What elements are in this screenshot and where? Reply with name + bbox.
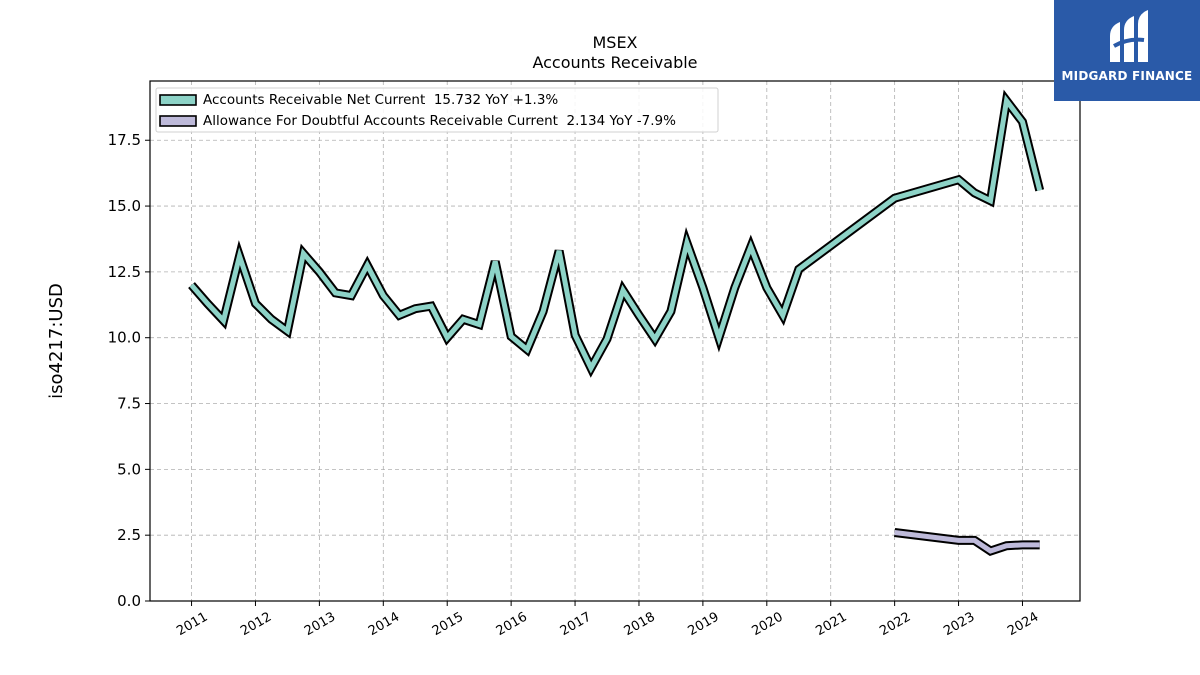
legend-swatch-1 xyxy=(159,94,197,106)
y-tick-label: 12.5 xyxy=(108,263,141,281)
legend-label-1: Accounts Receivable Net Current 15.732 Y… xyxy=(203,92,558,108)
x-tick-label: 2022 xyxy=(877,610,913,640)
series-group xyxy=(188,89,1045,556)
x-tick-label: 2017 xyxy=(558,610,594,640)
x-tick-label: 2024 xyxy=(1005,610,1041,640)
x-tick-label: 2021 xyxy=(813,610,849,640)
plot-frame xyxy=(149,80,1081,602)
y-tick-label: 2.5 xyxy=(117,526,141,544)
x-tick-label: 2018 xyxy=(622,610,658,640)
chart-title: MSEX xyxy=(592,33,637,52)
y-tick-label: 0.0 xyxy=(117,592,141,610)
x-tick-label: 2015 xyxy=(430,610,466,640)
x-tick-label: 2019 xyxy=(686,610,722,640)
y-tick-label: 17.5 xyxy=(108,131,141,149)
x-tick-label: 2014 xyxy=(366,610,402,640)
y-tick-label: 7.5 xyxy=(117,395,141,413)
y-tick-label: 5.0 xyxy=(117,460,141,478)
y-axis-label: iso4217:USD xyxy=(46,283,67,399)
x-tick-label: 2013 xyxy=(302,610,338,640)
series-1-line xyxy=(189,94,1043,374)
x-tick-label: 2016 xyxy=(494,610,530,640)
x-tick-label: 2023 xyxy=(941,610,977,640)
y-tick-label: 10.0 xyxy=(108,329,141,347)
y-axis: 0.0 2.5 5.0 7.5 10.0 12.5 15.0 17.5 xyxy=(108,131,150,610)
x-axis: 2011 2012 2013 2014 2015 2016 2017 2018 2019 2020… xyxy=(174,601,1041,639)
grid xyxy=(150,81,1080,602)
legend-label-2: Allowance For Doubtful Accounts Receivab… xyxy=(203,113,676,129)
chart-subtitle: Accounts Receivable xyxy=(532,53,697,72)
logo-text: MIDGARD FINANCE xyxy=(1061,69,1193,83)
y-tick-label: 15.0 xyxy=(108,197,141,215)
series-2-line xyxy=(894,530,1040,554)
x-tick-label: 2012 xyxy=(238,610,274,640)
x-tick-label: 2011 xyxy=(174,610,210,640)
series-1-outline xyxy=(188,89,1045,378)
midgard-finance-logo: MIDGARD FINANCE xyxy=(1054,0,1200,101)
x-tick-label: 2020 xyxy=(749,610,785,640)
legend: Accounts Receivable Net Current 15.732 Y… xyxy=(155,87,719,133)
legend-box xyxy=(155,87,719,133)
legend-swatch-2 xyxy=(159,115,197,127)
logo-mark-icon xyxy=(1110,10,1148,62)
